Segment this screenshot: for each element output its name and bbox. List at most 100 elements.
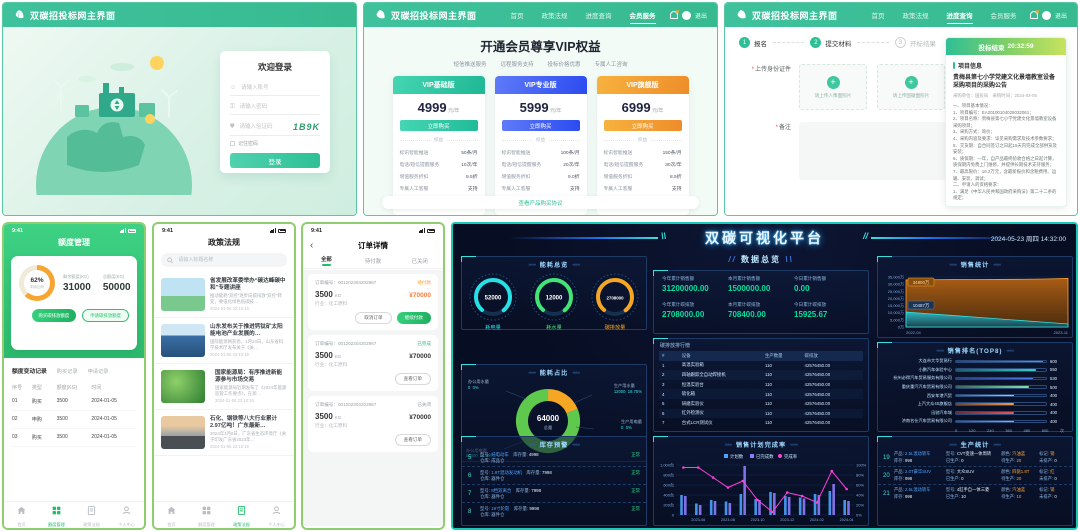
- agreement-link[interactable]: 查看产品购买协议: [382, 196, 699, 209]
- tabbar-item-2[interactable]: 政策法规: [224, 502, 259, 528]
- table-row[interactable]: 02 申购 3500 2024-01-05: [12, 411, 136, 429]
- benefit-label: 电话/短信提醒服务: [501, 162, 542, 168]
- nav-item-2[interactable]: 进度查询: [946, 7, 973, 24]
- production-row-21[interactable]: 21 产品: 2.5L混动轿车 型号: 4缸手自一体三菱 颜色: 汽油蓝 标记: 销库存…: [878, 484, 1072, 502]
- rank-row[interactable]: 1 高温实验箱 110 42576450.00: [659, 361, 863, 371]
- svg-text:已完成数: 已完成数: [756, 453, 774, 460]
- section-label: 项目信息: [953, 61, 1059, 70]
- captcha-field[interactable]: ⛊ 1B9K: [230, 119, 320, 136]
- rank-col-header: #: [662, 353, 665, 359]
- remember-checkbox[interactable]: 记住密码: [230, 140, 320, 147]
- order-tab-0[interactable]: 全部: [303, 253, 350, 268]
- captcha-input[interactable]: [237, 123, 290, 131]
- order-tab-2[interactable]: 已关闭: [411, 258, 428, 265]
- rank-row[interactable]: 2 四轴跟踪全自动焊接机 110 42576450.00: [659, 370, 863, 380]
- cancel-order-button[interactable]: 取消订单: [355, 312, 392, 324]
- search-bar[interactable]: [161, 253, 287, 267]
- article-item-3[interactable]: 石化、钢铁等八大行业累计2.97亿吨！广东最新… 2024年1月8日，广东省生态环…: [154, 410, 294, 456]
- password-field[interactable]: ⚿: [230, 100, 320, 115]
- tabbar-item-0[interactable]: 首页: [154, 502, 189, 528]
- nav-item-3[interactable]: 会员服务: [990, 12, 1017, 20]
- rank-cell: 42576450.00: [804, 410, 831, 416]
- tabbar-item-1[interactable]: 额度管理: [39, 502, 74, 528]
- sales-rank-bar-1[interactable]: 大连市大华贸易行 600: [882, 357, 1064, 366]
- announcement-line: 二、申请人的资格要求：: [953, 182, 1002, 188]
- upload-form-row: 上传身份证件 + 请上传人像面照片 + 请上传国徽面照片: [739, 64, 1067, 110]
- order-list: 订单编号：001202304202987 待付款 3500 KG ¥70000 行业：化…: [303, 270, 443, 526]
- avatar[interactable]: [681, 10, 691, 20]
- buy-button[interactable]: 立即购买: [501, 120, 580, 131]
- sales-rank-bar-7[interactable]: 迅驰汽车城 400: [882, 409, 1064, 418]
- nav-item-3[interactable]: 会员服务: [629, 7, 656, 24]
- search-input[interactable]: [176, 256, 281, 264]
- tabbar-item-3[interactable]: 个人中心: [109, 502, 144, 528]
- note-textarea[interactable]: [799, 122, 959, 180]
- table-header: 序号 类型 额度(KG) 时间: [12, 379, 136, 393]
- apply-quota-button[interactable]: 申请碳排放额度: [82, 309, 129, 322]
- tabbar-item-0[interactable]: 首页: [4, 502, 39, 528]
- record-tab-1[interactable]: 购买记录: [56, 369, 78, 375]
- sales-rank-bar-4[interactable]: 重庆重汽汽车贸易有限公司 500: [882, 383, 1064, 392]
- sales-rank-bar-5[interactable]: 西安车港汽贸 400: [882, 391, 1064, 400]
- sales-rank-bar-2[interactable]: 小鹏汽车体验中心 550: [882, 366, 1064, 375]
- order-card-1[interactable]: 订单编号：001202304202987 已完成 3500 KG ¥70000 行业：化…: [308, 335, 438, 391]
- back-button[interactable]: ‹: [310, 239, 314, 251]
- rank-row[interactable]: 6 红外检测仪 110 42576450.00: [659, 408, 863, 419]
- table-row[interactable]: 03 购买 3500 2024-01-05: [12, 429, 136, 447]
- logout-link[interactable]: 退出: [694, 13, 707, 20]
- account-field[interactable]: ☺: [230, 81, 320, 96]
- tabbar-item-3[interactable]: 个人中心: [259, 502, 294, 528]
- benefit-value: 150条/月: [662, 150, 682, 156]
- tabbar-item-2[interactable]: 政策法规: [74, 502, 109, 528]
- nav-item-2[interactable]: 进度查询: [585, 12, 612, 20]
- view-order-button[interactable]: 查看订单: [394, 434, 431, 446]
- password-input[interactable]: [237, 103, 320, 111]
- production-row-19[interactable]: 19 产品: 2.5L混动轿车 型号: CVT变速一体周转 颜色: 汽油蓝 标记: 销库…: [878, 449, 1072, 466]
- nav-item-1[interactable]: 政策法规: [541, 12, 568, 20]
- nav-item-1[interactable]: 政策法规: [902, 12, 929, 20]
- record-tab-2[interactable]: 申请记录: [87, 369, 109, 375]
- nav-item-0[interactable]: 首页: [871, 12, 885, 20]
- benefit-value: 8.5折: [670, 174, 682, 180]
- signal-icon: [269, 228, 276, 233]
- sales-rank-bar-3[interactable]: 杭州必得汽车贸易服务有限公司 530: [882, 374, 1064, 383]
- production-row-20[interactable]: 20 产品: 2.0T豪华SUV 型号: 大众SUV 颜色: 四驱1.8T 标记: 红库…: [878, 466, 1072, 484]
- order-qty: 3500 KG: [315, 290, 342, 299]
- rank-table-title: 碳排放排行榜: [660, 343, 691, 349]
- stock-row-5[interactable]: 5 型号: 纯电动车 库存量: 4998 正常 仓库: 成品仓: [462, 449, 646, 466]
- upload-box-1[interactable]: + 请上传国徽面照片: [877, 64, 945, 110]
- buy-button[interactable]: 立即购买: [603, 120, 682, 131]
- article-item-2[interactable]: 国家能源局：有序推进新能源参与市场交易 国家能源局近期发布了《2024年能源监管工…: [154, 364, 294, 410]
- stock-row-6[interactable]: 6 型号: 1.8T混动发动机 库存量: 7998 正常 仓库: 器件仓: [462, 466, 646, 484]
- stock-row-7[interactable]: 7 型号: 8档双离合 库存量: 7998 正常 仓库: 器件仓: [462, 484, 646, 502]
- article-item-0[interactable]: 省发展改革委举办“碳达峰碳中和”专题讲座 推动能耗“双控”逐步向碳排放“双控”转变…: [154, 272, 294, 318]
- account-input[interactable]: [239, 84, 320, 92]
- bell-icon[interactable]: [1029, 10, 1039, 19]
- nav-item-0[interactable]: 首页: [510, 12, 524, 20]
- buy-quota-button[interactable]: 购买碳排放额度: [31, 309, 77, 322]
- stock-row-8[interactable]: 8 型号: 19寸轮毂 库存量: 9998 正常 仓库: 器件仓: [462, 502, 646, 520]
- order-tab-1[interactable]: 待付款: [364, 258, 382, 265]
- table-row[interactable]: 01 购买 3500 2024-01-05: [12, 393, 136, 411]
- rank-row[interactable]: 5 研磨实验仪 110 42576450.00: [659, 399, 863, 409]
- sales-rank-bar-6[interactable]: 上汽大众4S旗舰店 400: [882, 400, 1064, 409]
- upload-box-0[interactable]: + 请上传人像面照片: [799, 64, 867, 110]
- avatar[interactable]: [1041, 10, 1051, 20]
- rank-row[interactable]: 7 台式LCR测试仪 110 42576450.00: [659, 418, 863, 428]
- captcha-image[interactable]: 1B9K: [292, 122, 320, 132]
- order-card-0[interactable]: 订单编号：001202304202987 待付款 3500 KG ¥70000 行业：化…: [308, 274, 438, 330]
- pay-button[interactable]: 继续付款: [396, 312, 431, 324]
- article-item-1[interactable]: 山东发布关于推进钙钛矿太阳能电池产业发展的… 国际能源网获悉，1月24日，山东省科…: [154, 318, 294, 364]
- benefit-value: 50条/月: [461, 150, 478, 156]
- rank-row[interactable]: 3 恒温实验台 110 42576450.00: [659, 380, 863, 390]
- record-tab-0[interactable]: 额度变动记录: [12, 369, 47, 375]
- sales-rank-bar-8[interactable]: 济南名仕汽车贸易有限公司 400: [882, 417, 1064, 426]
- logout-link[interactable]: 退出: [1054, 13, 1067, 20]
- tabbar-item-1[interactable]: 额度管理: [189, 502, 224, 528]
- buy-button[interactable]: 立即购买: [399, 120, 478, 131]
- login-button[interactable]: 登录: [230, 153, 320, 168]
- bell-icon[interactable]: [669, 10, 679, 19]
- view-order-button[interactable]: 查看订单: [394, 373, 431, 385]
- rank-row[interactable]: 4 硫化箱 110 42576450.00: [659, 389, 863, 399]
- order-card-2[interactable]: 订单编号：001202304202987 已关闭 3500 KG ¥70000 行业：化…: [308, 396, 438, 452]
